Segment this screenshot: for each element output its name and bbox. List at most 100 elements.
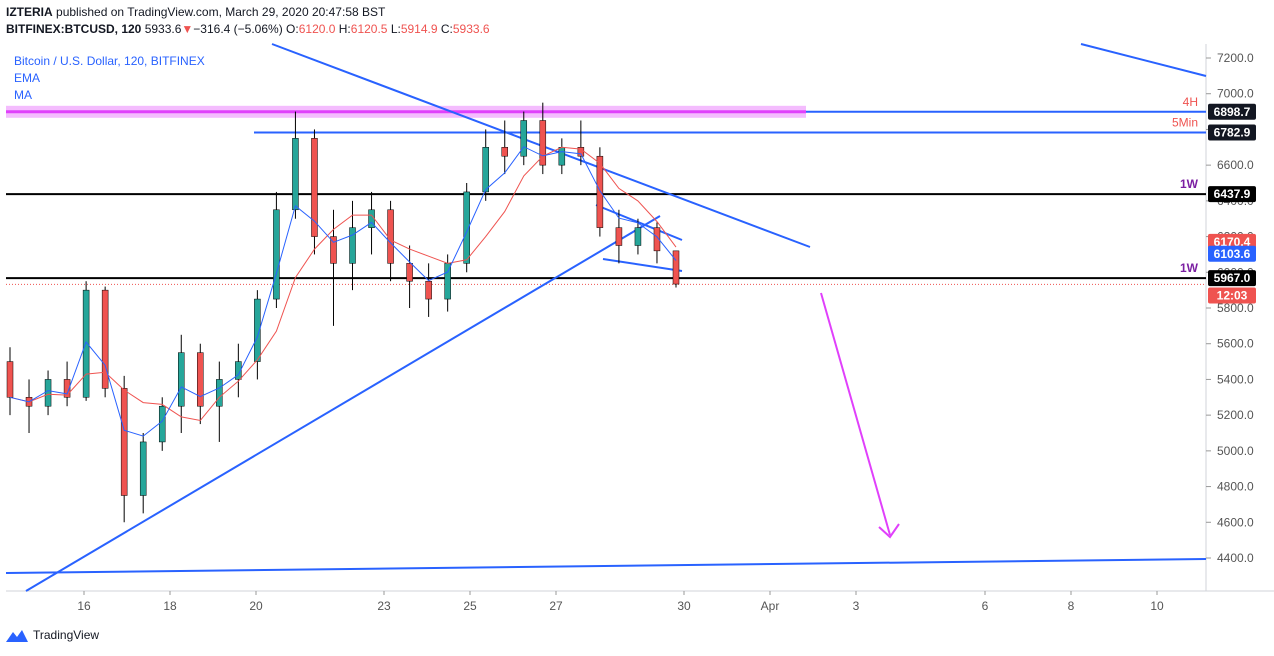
low-value: 5914.9 xyxy=(400,22,438,36)
y-tick-label: 4600.0 xyxy=(1217,515,1254,529)
candle-body xyxy=(101,289,109,389)
symbol-label: BITFINEX:BTCUSD, 120 xyxy=(6,22,142,36)
x-tick-label: 16 xyxy=(77,599,91,613)
level-label: 5Min xyxy=(1172,115,1198,129)
x-tick-label: 6 xyxy=(982,599,989,613)
candle-body xyxy=(235,361,242,380)
price-label-box xyxy=(1208,270,1256,287)
price-change: −316.4 (−5.06%) xyxy=(193,22,283,36)
down-arrow-icon: ▼ xyxy=(181,22,194,36)
candle-body xyxy=(539,120,547,166)
candle-body xyxy=(292,138,299,211)
high-label: H: xyxy=(338,22,351,36)
candle-body xyxy=(254,298,261,362)
x-tick-label: 20 xyxy=(249,599,263,613)
candle-body xyxy=(596,155,604,228)
candle-body xyxy=(178,352,185,407)
rising-trendline xyxy=(25,215,661,592)
price-label-box xyxy=(1208,186,1256,203)
candle-body xyxy=(120,388,128,496)
x-tick-label: 18 xyxy=(163,599,177,613)
legend-ema[interactable]: EMA xyxy=(14,71,41,85)
close-value: 5933.6 xyxy=(452,22,490,36)
level-label: 1W xyxy=(1180,261,1199,275)
candle-body xyxy=(158,405,166,443)
upper-right-trendline xyxy=(1080,43,1207,77)
y-tick-label: 5000.0 xyxy=(1217,444,1254,458)
open-label: O: xyxy=(286,22,299,36)
tradingview-brand: TradingView xyxy=(33,628,100,642)
price-label-box xyxy=(1208,103,1256,120)
candle-body xyxy=(425,280,432,300)
candle-body xyxy=(482,147,489,193)
high-value: 6120.5 xyxy=(350,22,388,36)
price-label-box xyxy=(1208,124,1256,141)
projection-arrowhead xyxy=(878,523,900,539)
price-label-text: 6437.9 xyxy=(1214,187,1251,201)
price-label-box xyxy=(1208,287,1256,304)
candle-body xyxy=(216,379,223,407)
candle-body xyxy=(273,209,280,300)
level-label: 4H xyxy=(1183,95,1198,109)
candle-body xyxy=(6,361,14,398)
y-tick-label: 5400.0 xyxy=(1217,372,1254,386)
legend-title: Bitcoin / U.S. Dollar, 120, BITFINEX xyxy=(14,54,205,68)
y-tick-label: 7000.0 xyxy=(1217,87,1254,101)
published-line: IZTERIA published on TradingView.com, Ma… xyxy=(6,5,385,19)
x-tick-label: 3 xyxy=(853,599,860,613)
price-label-text: 5967.0 xyxy=(1214,271,1251,285)
publisher-name: IZTERIA xyxy=(6,5,53,19)
x-tick-label: 27 xyxy=(549,599,563,613)
wedge-top-line xyxy=(595,204,683,241)
x-tick-label: 30 xyxy=(677,599,691,613)
y-tick-label: 5600.0 xyxy=(1217,337,1254,351)
ma-line xyxy=(9,146,677,422)
candle-body xyxy=(311,138,318,237)
y-tick-label: 4800.0 xyxy=(1217,480,1254,494)
x-tick-label: 8 xyxy=(1068,599,1075,613)
price-label-text: 6782.9 xyxy=(1214,125,1251,139)
tradingview-footer[interactable]: TradingView xyxy=(6,628,99,642)
x-tick-label: 10 xyxy=(1150,599,1164,613)
open-value: 6120.0 xyxy=(298,22,336,36)
candle-body xyxy=(672,250,680,285)
candle-body xyxy=(82,289,90,398)
candle-body xyxy=(44,379,52,407)
y-tick-label: 4400.0 xyxy=(1217,551,1254,565)
candle-body xyxy=(558,147,566,166)
lower-support-trendline xyxy=(5,558,1207,574)
y-tick-label: 5800.0 xyxy=(1217,301,1254,315)
published-text: published on TradingView.com, March 29, … xyxy=(56,5,386,19)
wedge-bottom-line xyxy=(602,258,683,272)
candle-body xyxy=(520,120,528,157)
candle-body xyxy=(653,227,661,252)
price-label-box xyxy=(1208,245,1256,262)
level-label: 1W xyxy=(1180,177,1199,191)
price-label-text: 6898.7 xyxy=(1214,105,1251,119)
candle-body xyxy=(501,147,508,157)
price-label-text: 12:03 xyxy=(1217,289,1248,303)
last-price: 5933.6 xyxy=(144,22,182,36)
candle-body xyxy=(330,236,337,264)
candle-body xyxy=(63,379,71,398)
x-tick-label: 25 xyxy=(463,599,477,613)
low-label: L: xyxy=(390,22,401,36)
projection-arrow xyxy=(820,292,891,536)
tradingview-logo-icon xyxy=(6,630,28,642)
candle-body xyxy=(463,191,470,264)
close-label: C: xyxy=(440,22,453,36)
y-tick-label: 5200.0 xyxy=(1217,408,1254,422)
candle-body xyxy=(634,227,642,246)
ema-line xyxy=(9,146,677,437)
ohlc-line: BITFINEX:BTCUSD, 120 5933.6▼−316.4 (−5.0… xyxy=(6,22,490,36)
candle-body xyxy=(139,441,147,496)
price-label-text: 6170.4 xyxy=(1214,235,1251,249)
x-tick-label: 23 xyxy=(377,599,391,613)
y-tick-label: 6600.0 xyxy=(1217,158,1254,172)
candle-body xyxy=(615,227,623,246)
candle-body xyxy=(197,352,204,407)
legend-ma[interactable]: MA xyxy=(14,88,32,102)
price-label-text: 6103.6 xyxy=(1214,247,1251,261)
candle-body xyxy=(349,227,356,264)
